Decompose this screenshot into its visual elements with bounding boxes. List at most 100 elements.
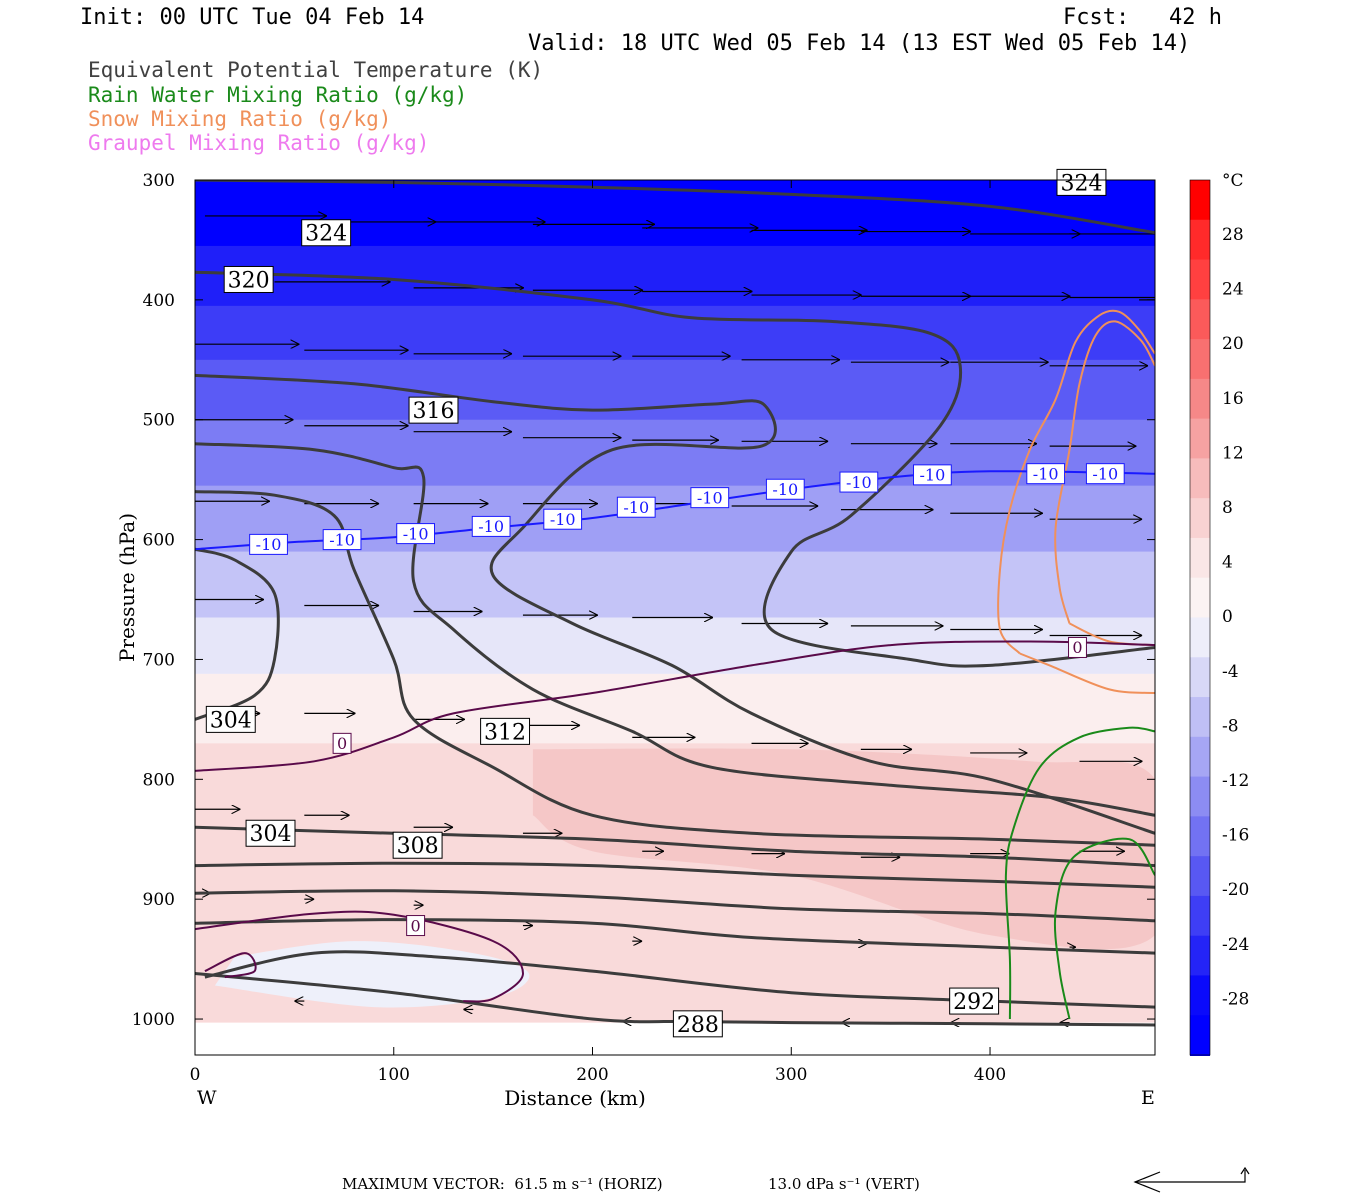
colorbar-tick-label: 20 [1222, 334, 1244, 354]
colorbar-segment [1190, 776, 1210, 818]
theta-e-contour [195, 270, 1155, 668]
isotherm [204, 952, 257, 979]
theta-e-label: 324 [305, 222, 347, 247]
isotherm-label-box [1085, 463, 1125, 485]
y-tick-label: 800 [143, 770, 175, 790]
theta-e-label-box [672, 1010, 723, 1038]
y-axis-title: Pressure (hPa) [115, 513, 139, 662]
legend-theta-e: Equivalent Potential Temperature (K) [88, 58, 544, 82]
colorbar-tick-label: -24 [1222, 935, 1249, 955]
colorbar-frame [1189, 179, 1211, 1056]
valid-time: Valid: 18 UTC Wed 05 Feb 14 (13 EST Wed … [528, 31, 1191, 56]
snow-contour [997, 309, 1155, 655]
colorbar-segment [1190, 736, 1210, 778]
colorbar-segment [1190, 458, 1210, 500]
colorbar-segment [1190, 895, 1210, 937]
wind-vectors [195, 216, 1155, 1023]
colorbar-tick-label: -28 [1222, 989, 1249, 1009]
colorbar-segment [1190, 1015, 1210, 1056]
max-vector-vert: 13.0 dPa s⁻¹ (VERT) [768, 1175, 920, 1193]
theta-e-label: 320 [228, 268, 270, 293]
isotherm-label-box [396, 523, 436, 545]
colorbar-segment [1190, 537, 1210, 579]
colorbar-segment [1190, 816, 1210, 858]
isotherm-label-box [616, 496, 656, 518]
contours [195, 180, 1155, 1027]
theta-e-contour [195, 889, 1155, 923]
isotherm-label: -10 [403, 524, 429, 543]
isotherm-label-box [332, 732, 352, 754]
x-tick-label: 0 [190, 1065, 201, 1085]
isotherm-label-box [543, 508, 583, 530]
colorbar-segment [1190, 418, 1210, 460]
isotherm-label: -10 [623, 498, 649, 517]
isotherm-label-box [471, 515, 511, 537]
colorbar-segment [1190, 975, 1210, 1017]
isotherm-label-box [322, 529, 362, 551]
theta-e-label: 316 [413, 399, 455, 424]
colorbar-tick-label: 0 [1222, 607, 1233, 627]
axes: 300 400 500 600 700 800 900 1000 0 100 200 300 400 Di… [115, 171, 1155, 1110]
theta-e-contour [195, 442, 1155, 817]
isotherm-label: -10 [846, 473, 872, 492]
x-tick-label: 400 [974, 1065, 1006, 1085]
temp-band [195, 551, 1155, 619]
isotherm-label-box [839, 471, 879, 493]
temp-band [195, 305, 1155, 361]
init-time: Init: 00 UTC Tue 04 Feb 14 [80, 5, 425, 30]
temp-band [195, 359, 1155, 421]
theta-e-contour [195, 547, 280, 721]
y-tick-label: 600 [143, 531, 175, 551]
colorbar-tick-label: -20 [1222, 880, 1249, 900]
isotherm-label-box [1026, 463, 1066, 485]
isotherm-label: -10 [1033, 464, 1059, 483]
theta-e-label: 304 [250, 822, 292, 847]
snow-contour [1019, 652, 1155, 694]
colorbar-segment [1190, 577, 1210, 619]
y-tick-label: 500 [143, 411, 175, 431]
colorbar-segment [1190, 259, 1210, 301]
theta-e-label: 324 [1060, 171, 1102, 196]
colorbar-tick-label: 24 [1222, 280, 1244, 300]
contour-labels: 324 324 320 316 312 308 304 304 292 288 -10 -10 -10 -… [205, 168, 1125, 1038]
colorbar-tick-label: 8 [1222, 498, 1233, 518]
isotherm-label-box [1068, 636, 1087, 658]
colorbar-tick-label: 4 [1222, 553, 1233, 573]
colorbar-segment [1190, 180, 1210, 221]
west-label: W [197, 1087, 217, 1109]
colorbar-segment [1190, 299, 1210, 341]
theta-e-contour [195, 373, 1155, 835]
y-tick-label: 300 [143, 171, 175, 191]
colorbar-segment [1190, 219, 1210, 261]
colorbar-unit: °C [1222, 171, 1244, 191]
colorbar-segment [1190, 935, 1210, 977]
colorbar-segment [1190, 339, 1210, 380]
colorbar-segment [1190, 697, 1210, 738]
isotherm-label: -10 [550, 510, 576, 529]
theta-e-contour [195, 918, 1155, 955]
isotherm-label-box [249, 533, 288, 555]
x-tick-label: 300 [775, 1065, 807, 1085]
theta-e-label: 288 [677, 1013, 719, 1038]
colorbar-segment [1190, 657, 1210, 699]
isotherm-label: 0 [337, 734, 347, 753]
theta-e-label-box [223, 265, 274, 293]
colorbar-segment [1190, 617, 1210, 659]
colorbar-tick-label: -16 [1222, 826, 1249, 846]
theta-e-label: 312 [484, 720, 526, 745]
rain-contour [1053, 837, 1155, 1020]
legend-rain: Rain Water Mixing Ratio (g/kg) [88, 83, 468, 107]
y-tick-label: 900 [143, 890, 175, 910]
y-tick-label: 400 [143, 291, 175, 311]
theta-e-label-box [301, 219, 352, 247]
theta-e-label-box [205, 705, 256, 733]
reference-vector-icon [1133, 1166, 1250, 1193]
theta-e-contour [195, 490, 1155, 847]
theta-e-label: 292 [953, 990, 995, 1015]
legend-snow: Snow Mixing Ratio (g/kg) [88, 107, 392, 131]
theta-e-label-box [392, 831, 443, 859]
theta-e-contour [195, 180, 1155, 235]
colorbar-tick-label: -8 [1222, 716, 1239, 736]
y-tick-label: 1000 [132, 1010, 175, 1030]
